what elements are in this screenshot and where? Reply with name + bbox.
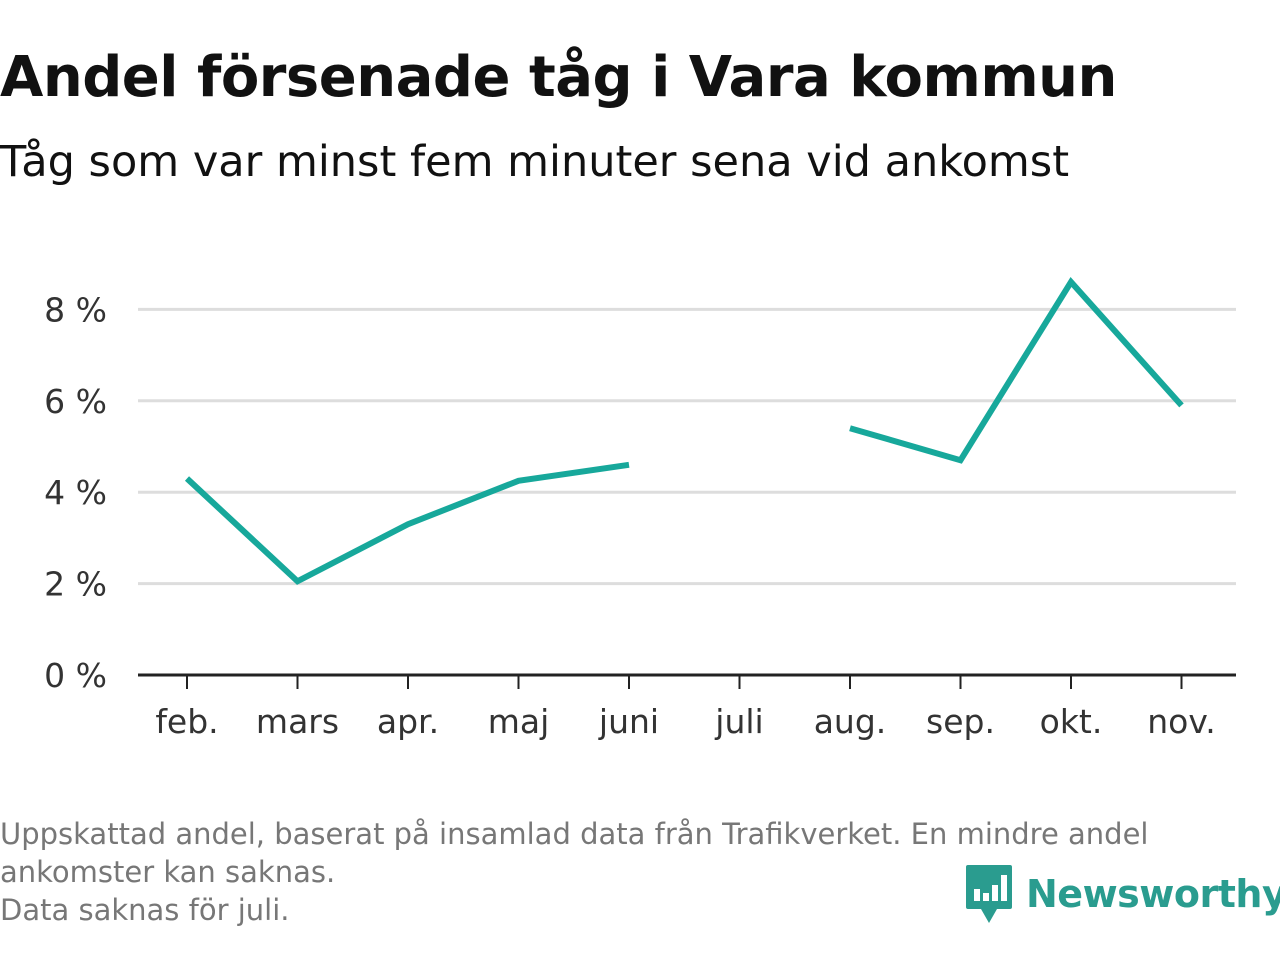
brand-logo: Newsworthy — [964, 862, 1280, 926]
line-chart: 0 % 2 % 4 % 6 % 8 % feb. mars apr. maj juni juli a… — [44, 277, 1236, 741]
x-tick-label: okt. — [1040, 702, 1103, 741]
footer-note-line: Data saknas för juli. — [0, 893, 290, 927]
y-tick-label: 0 % — [44, 656, 107, 695]
x-axis: feb. mars apr. maj juni juli aug. sep. okt. nov. — [138, 673, 1236, 741]
chart-title: Andel försenade tåg i Vara kommun — [0, 45, 1117, 110]
y-tick-label: 8 % — [44, 290, 107, 329]
brand-name: Newsworthy — [1026, 872, 1280, 916]
x-tick-label: juni — [598, 702, 659, 741]
chart-subtitle: Tåg som var minst fem minuter sena vid a… — [0, 137, 1070, 187]
y-tick-label: 2 % — [44, 565, 107, 604]
series-line-segment — [849, 277, 1184, 464]
newsworthy-logo-icon — [966, 865, 1012, 923]
data-series — [184, 277, 1184, 585]
footer-note-line: ankomster kan saknas. — [0, 855, 336, 889]
x-tick-label: mars — [256, 702, 339, 741]
series-line-segment — [184, 461, 630, 585]
x-tick-label: nov. — [1147, 702, 1216, 741]
x-tick-label: feb. — [155, 702, 218, 741]
gridlines — [138, 307, 1236, 586]
x-tick-label: maj — [488, 702, 550, 741]
footer-note-line: Uppskattad andel, baserat på insamlad da… — [0, 817, 1149, 851]
x-tick-label: apr. — [377, 702, 439, 741]
y-tick-label: 6 % — [44, 382, 107, 421]
y-axis-labels: 0 % 2 % 4 % 6 % 8 % — [44, 290, 107, 695]
x-tick-label: sep. — [926, 702, 995, 741]
y-tick-label: 4 % — [44, 473, 107, 512]
x-tick-label: juli — [714, 702, 763, 741]
footer-note: Uppskattad andel, baserat på insamlad da… — [0, 815, 1270, 929]
x-tick-label: aug. — [814, 702, 887, 741]
